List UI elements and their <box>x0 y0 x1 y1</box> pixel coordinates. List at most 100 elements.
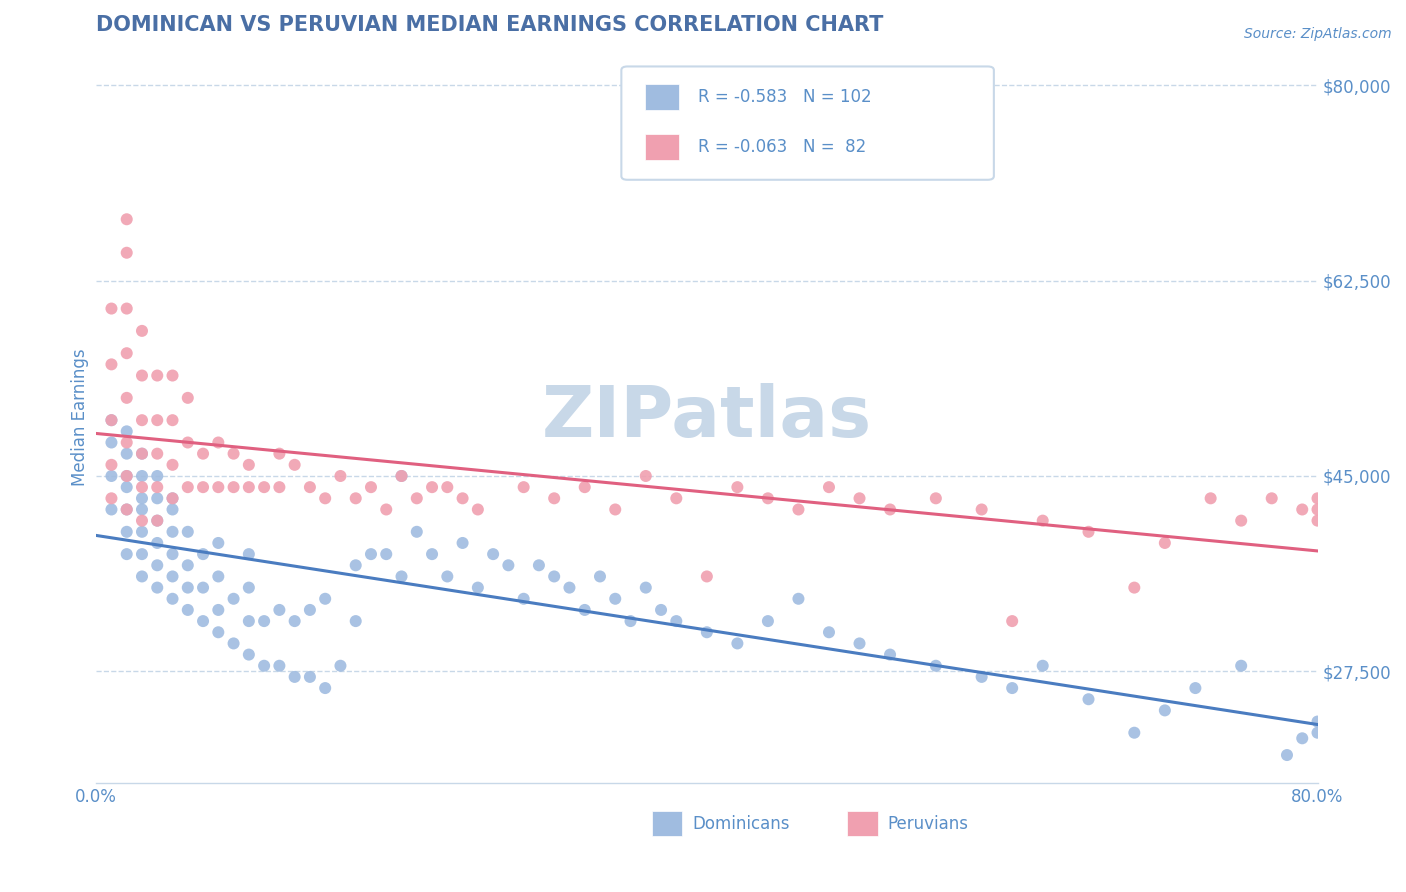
Point <box>634 469 657 483</box>
Point <box>115 502 138 516</box>
Point <box>589 569 612 583</box>
Point <box>253 614 276 628</box>
Point <box>344 558 367 573</box>
Point <box>131 569 153 583</box>
Point <box>787 591 810 606</box>
Point <box>1230 658 1253 673</box>
Point <box>1032 658 1054 673</box>
Point <box>848 491 870 506</box>
Point <box>391 569 413 583</box>
Point <box>131 447 153 461</box>
Point <box>115 425 138 439</box>
Point <box>253 480 276 494</box>
Point <box>527 558 550 573</box>
Point <box>665 491 688 506</box>
Point <box>375 502 398 516</box>
Point <box>787 502 810 516</box>
Point <box>1306 502 1329 516</box>
Point <box>298 603 321 617</box>
Point <box>605 591 627 606</box>
Text: ZIPatlas: ZIPatlas <box>541 383 872 452</box>
Point <box>1123 725 1146 739</box>
Point <box>191 480 214 494</box>
Point <box>115 435 138 450</box>
Point <box>284 458 307 472</box>
Point <box>146 368 169 383</box>
Text: DOMINICAN VS PERUVIAN MEDIAN EARNINGS CORRELATION CHART: DOMINICAN VS PERUVIAN MEDIAN EARNINGS CO… <box>96 15 883 35</box>
Point <box>115 524 138 539</box>
Point <box>146 491 169 506</box>
Point <box>100 413 122 427</box>
Point <box>100 502 122 516</box>
Point <box>284 614 307 628</box>
Point <box>1230 514 1253 528</box>
Point <box>391 469 413 483</box>
Point <box>1153 536 1175 550</box>
Text: R = -0.063   N =  82: R = -0.063 N = 82 <box>699 138 866 156</box>
Point <box>329 658 352 673</box>
Point <box>314 491 336 506</box>
Point <box>222 447 245 461</box>
Point <box>131 502 153 516</box>
Point <box>1153 703 1175 717</box>
Point <box>605 502 627 516</box>
Point <box>1291 731 1313 746</box>
Point <box>467 581 489 595</box>
Text: Dominicans: Dominicans <box>692 815 790 833</box>
Text: Source: ZipAtlas.com: Source: ZipAtlas.com <box>1244 27 1392 41</box>
Bar <box>652 812 682 836</box>
Point <box>360 547 382 561</box>
Bar <box>644 134 679 161</box>
Point <box>191 447 214 461</box>
Point <box>222 480 245 494</box>
Point <box>238 581 260 595</box>
Point <box>253 658 276 673</box>
Point <box>162 502 184 516</box>
Point <box>756 614 779 628</box>
Point <box>391 469 413 483</box>
Point <box>131 469 153 483</box>
Point <box>451 536 474 550</box>
Point <box>146 536 169 550</box>
Point <box>146 480 169 494</box>
Point <box>146 514 169 528</box>
Point <box>619 614 641 628</box>
Point <box>467 502 489 516</box>
Point <box>1077 692 1099 706</box>
Point <box>131 524 153 539</box>
Point <box>162 569 184 583</box>
Point <box>1306 725 1329 739</box>
Point <box>298 670 321 684</box>
Point <box>238 547 260 561</box>
Point <box>146 469 169 483</box>
Point <box>238 458 260 472</box>
Point <box>146 581 169 595</box>
Point <box>100 435 122 450</box>
Point <box>115 469 138 483</box>
Point <box>115 447 138 461</box>
Point <box>131 324 153 338</box>
Point <box>1077 524 1099 539</box>
Point <box>818 480 841 494</box>
Point <box>131 447 153 461</box>
Point <box>177 581 200 595</box>
Point <box>436 569 458 583</box>
Point <box>115 346 138 360</box>
Point <box>162 458 184 472</box>
Point <box>131 368 153 383</box>
Point <box>131 514 153 528</box>
Point <box>1291 502 1313 516</box>
Point <box>131 491 153 506</box>
Point <box>634 581 657 595</box>
Point <box>725 636 748 650</box>
Point <box>1260 491 1282 506</box>
Point <box>191 614 214 628</box>
Point <box>1184 681 1206 695</box>
Point <box>879 502 901 516</box>
Point <box>115 547 138 561</box>
Point <box>482 547 505 561</box>
Point <box>1001 681 1024 695</box>
Point <box>420 547 443 561</box>
Point <box>131 413 153 427</box>
Point <box>100 301 122 316</box>
